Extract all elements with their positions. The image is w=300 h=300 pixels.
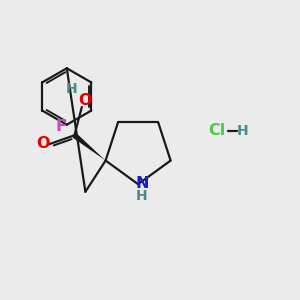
Text: H: H [136, 189, 148, 203]
Polygon shape [73, 133, 106, 160]
Text: Cl: Cl [208, 123, 226, 138]
Text: O: O [79, 93, 92, 108]
Text: H: H [66, 82, 77, 96]
Text: H: H [236, 124, 248, 138]
Text: F: F [55, 119, 66, 134]
Text: N: N [135, 176, 149, 191]
Text: O: O [36, 136, 49, 151]
